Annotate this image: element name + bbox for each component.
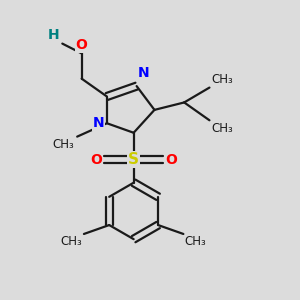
Text: CH₃: CH₃ <box>61 236 82 248</box>
Text: CH₃: CH₃ <box>211 122 233 135</box>
Text: S: S <box>128 152 139 167</box>
Text: CH₃: CH₃ <box>52 138 74 151</box>
Text: O: O <box>76 38 88 52</box>
Text: O: O <box>91 152 102 167</box>
Text: H: H <box>48 28 59 42</box>
Text: CH₃: CH₃ <box>185 236 207 248</box>
Text: CH₃: CH₃ <box>211 73 233 86</box>
Text: O: O <box>165 152 177 167</box>
Text: N: N <box>138 66 150 80</box>
Text: N: N <box>93 116 104 130</box>
